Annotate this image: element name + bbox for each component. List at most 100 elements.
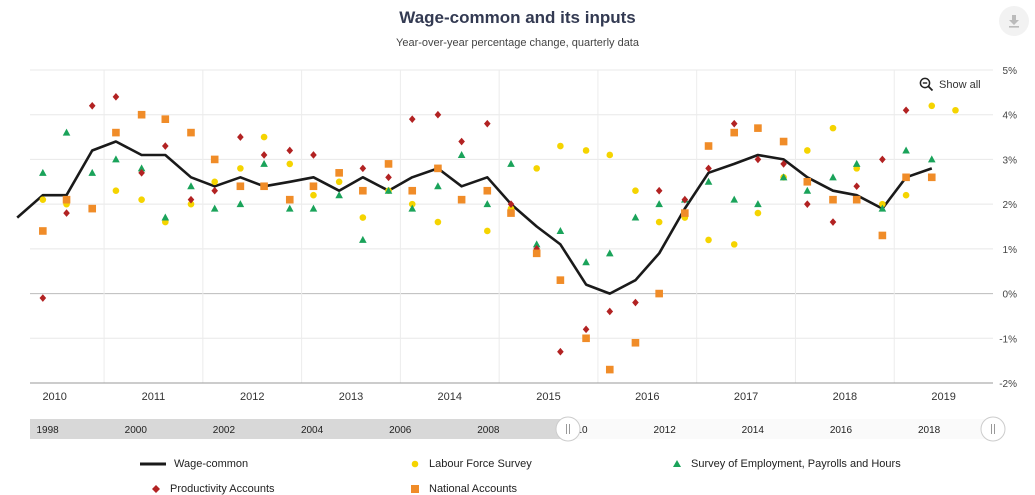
navigator-tick-label: 2014 [742,425,765,436]
productivity-accounts-point [606,307,614,316]
navigator-handle-knob[interactable] [980,416,1006,442]
labour-force-survey-point [335,178,343,186]
national-accounts-point [852,195,861,204]
national-accounts-point [507,209,515,217]
survey-of-employment-payrolls-and-hours-point [704,177,713,185]
labour-force-survey-point [582,147,590,154]
labour-force-survey-point [557,142,564,150]
national-accounts-point [161,115,170,123]
national-accounts-point [483,186,492,195]
survey-of-employment-payrolls-and-hours-point [187,182,195,190]
national-accounts-point [803,177,812,186]
labour-force-survey-point [237,165,244,172]
survey-of-employment-payrolls-and-hours-point [655,200,663,208]
legend-label: Wage-common [174,458,249,470]
survey-of-employment-payrolls-and-hours-point [260,159,268,167]
navigator-tick-label: 2000 [125,425,148,436]
navigator-tick-label: 2006 [389,425,412,436]
survey-of-employment-payrolls-and-hours-point [605,249,614,257]
download-button[interactable] [999,6,1029,36]
survey-of-employment-payrolls-and-hours-point [532,240,541,248]
productivity-accounts-point [385,173,392,182]
survey-of-employment-payrolls-and-hours-point [582,258,590,266]
labour-force-survey-point [533,165,540,172]
survey-of-employment-payrolls-and-hours-point [408,204,417,212]
legend-item-labour-force-survey[interactable]: Labour Force Survey [409,458,532,470]
legend-label: Survey of Employment, Payrolls and Hours [691,458,901,470]
survey-of-employment-payrolls-and-hours-point [631,213,640,221]
x-tick-label: 2015 [536,391,560,403]
y-tick-label: 4% [1003,111,1018,122]
range-navigator[interactable]: 1998200020022004200620082010201220142016… [30,416,1006,442]
legend-label: National Accounts [429,483,518,495]
y-tick-label: 5% [1003,66,1018,77]
x-tick-label: 2016 [635,391,659,403]
productivity-accounts-point [557,347,564,356]
survey-of-employment-payrolls-and-hours-point [309,204,318,212]
navigator-tick-label: 1998 [37,425,60,436]
labour-force-survey-point [112,187,120,195]
legend-item-wage-common[interactable]: Wage-common [140,458,248,470]
labour-force-survey-point [705,236,712,244]
legend-item-national-accounts[interactable]: National Accounts [409,483,517,495]
labour-force-survey-point [730,241,738,248]
line-marker-icon [140,462,166,466]
chart-area: 5% 4% 3% 2% 1% 0% -1% -2% 2010 2011 2012 2013 2014 2… [16,66,1018,442]
national-accounts-point [137,110,146,119]
labour-force-survey-point [606,151,614,159]
productivity-accounts-point [39,294,47,302]
survey-of-employment-payrolls-and-hours-point [829,173,837,181]
national-accounts-point [754,124,762,132]
survey-of-employment-payrolls-and-hours-point [434,182,442,190]
productivity-accounts-point [187,195,195,204]
navigator-selected-range [568,419,993,439]
survey-of-employment-payrolls-and-hours-point [384,186,393,194]
national-accounts-point [260,182,268,191]
productivity-accounts-point [655,186,663,195]
productivity-accounts-point [260,151,268,159]
survey-of-employment-payrolls-and-hours-point [161,213,170,221]
labour-force-survey-point [754,209,762,217]
national-accounts-point [187,128,195,137]
national-accounts-point [582,334,590,343]
navigator-handle-knob[interactable] [555,416,581,442]
labour-force-survey-point [138,196,145,203]
productivity-accounts-point [681,195,689,204]
wage-common-line [16,140,933,295]
productivity-accounts-point [705,164,712,173]
productivity-accounts-point [780,160,787,168]
productivity-accounts-point [533,245,540,253]
productivity-accounts-point [632,298,639,307]
legend-item-sephs[interactable]: Survey of Employment, Payrolls and Hours [671,458,901,470]
y-tick-label: 1% [1003,245,1018,256]
productivity-accounts-point [879,155,886,164]
national-accounts-point [359,186,367,195]
survey-of-employment-payrolls-and-hours-point [754,200,762,208]
survey-of-employment-payrolls-and-hours-point [236,200,245,208]
navigator-tick-label: 2004 [301,425,324,436]
national-accounts-point [210,155,219,164]
national-accounts-point [62,195,71,204]
productivity-accounts-point [112,93,120,101]
labour-force-survey-point [829,124,837,132]
national-accounts-point [285,195,294,204]
navigator-handle[interactable] [555,416,581,442]
national-accounts-point [434,164,442,173]
labour-force-survey-point [928,102,936,110]
navigator-handle[interactable] [980,416,1006,442]
x-tick-label: 2010 [42,391,66,403]
productivity-accounts-point [237,133,244,141]
productivity-accounts-point [162,142,169,150]
x-tick-label: 2014 [438,391,462,403]
legend: Wage-common Labour Force Survey Survey o… [0,455,1035,495]
labour-force-survey-point [952,106,959,114]
survey-of-employment-payrolls-and-hours-point [112,155,120,163]
x-tick-label: 2013 [339,391,363,403]
x-tick-label: 2012 [240,391,264,403]
national-accounts-point [532,249,541,258]
legend-item-productivity-accounts[interactable]: Productivity Accounts [150,483,275,495]
labour-force-survey-point [879,200,886,208]
survey-of-employment-payrolls-and-hours-point [457,150,466,158]
labour-force-survey-point [902,191,910,199]
show-all-button[interactable]: Show all [919,77,981,92]
